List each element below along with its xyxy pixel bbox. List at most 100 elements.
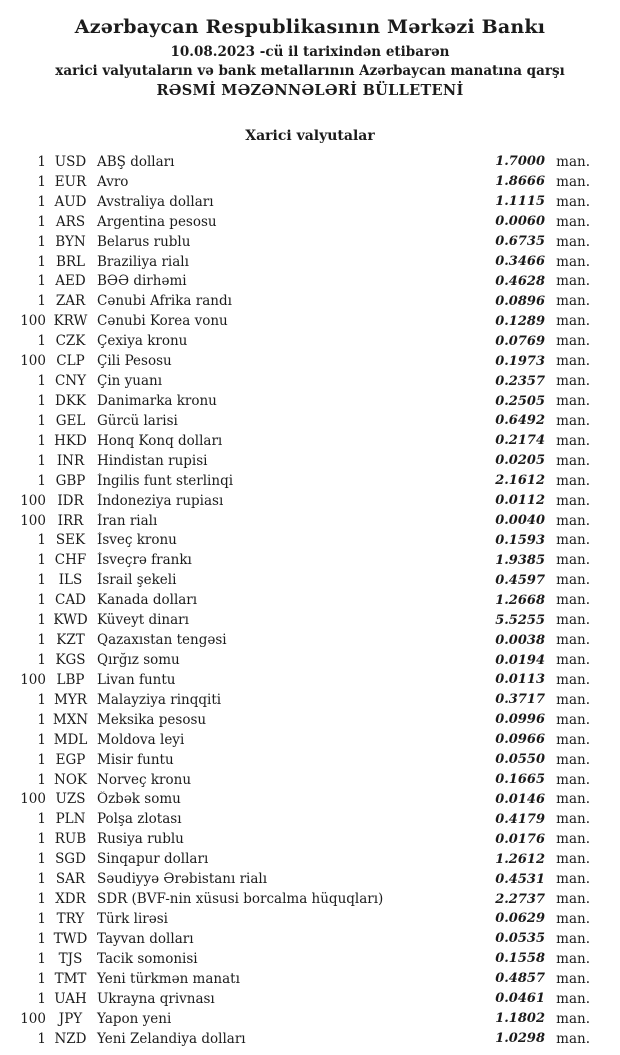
row-quantity: 1	[37, 412, 46, 429]
unit-label: man.	[556, 711, 590, 728]
currency-code: EGP	[55, 751, 86, 768]
currency-code: IDR	[57, 492, 84, 509]
currency-name: Yeni Zelandiya dolları	[97, 1030, 246, 1047]
unit-label: man.	[556, 771, 590, 788]
rate-value: 0.4597	[495, 572, 545, 588]
table-row: 1 TJS Tacik somonisi 0.1558 man.	[0, 949, 620, 969]
currency-code: ARS	[55, 213, 86, 230]
unit-label: man.	[556, 153, 590, 170]
rate-value: 0.0113	[495, 672, 545, 688]
rate-value: 0.2174	[495, 433, 545, 449]
currency-code: IRR	[57, 512, 84, 529]
row-quantity: 1	[37, 472, 46, 489]
currency-name: Çexiya kronu	[97, 333, 188, 350]
currency-code: KWD	[53, 612, 88, 629]
currency-name: İsveç kronu	[97, 532, 177, 549]
unit-label: man.	[556, 791, 590, 808]
unit-label: man.	[556, 691, 590, 708]
rate-value: 0.4531	[495, 871, 545, 887]
currency-name: Rusiya rublu	[97, 831, 184, 848]
table-row: 1 RUB Rusiya rublu 0.0176 man.	[0, 829, 620, 849]
row-quantity: 1	[37, 831, 46, 848]
currency-code: TMT	[54, 970, 87, 987]
currency-code: CNY	[54, 373, 87, 390]
row-quantity: 1	[37, 851, 46, 868]
unit-label: man.	[556, 373, 590, 390]
rate-value: 0.0040	[495, 513, 545, 529]
currency-code: SEK	[55, 532, 86, 549]
currency-name: Moldova leyi	[97, 731, 185, 748]
currency-code: XDR	[55, 891, 86, 908]
table-row: 100 IDR İndoneziya rupiası 0.0112 man.	[0, 491, 620, 511]
currency-name: Çin yuanı	[97, 373, 163, 390]
rate-value: 0.0550	[495, 752, 545, 768]
currency-name: Norveç kronu	[97, 771, 192, 788]
currency-name: Avstraliya dolları	[97, 193, 214, 210]
unit-label: man.	[556, 970, 590, 987]
rate-value: 0.6492	[495, 413, 545, 429]
currency-code: NOK	[54, 771, 87, 788]
unit-label: man.	[556, 472, 590, 489]
table-row: 1 CZK Çexiya kronu 0.0769 man.	[0, 331, 620, 351]
bulletin-subtitle: xarici valyutaların və bank metallarının…	[55, 63, 565, 79]
currency-name: İngilis funt sterlinqi	[97, 472, 234, 489]
currency-code: UAH	[54, 990, 87, 1007]
currency-code: MDL	[53, 731, 88, 748]
currency-code: PLN	[55, 811, 86, 828]
currency-name: Tayvan dolları	[97, 930, 194, 947]
table-row: 1 MDL Moldova leyi 0.0966 man.	[0, 730, 620, 750]
row-quantity: 1	[37, 950, 46, 967]
row-quantity: 1	[37, 213, 46, 230]
rate-value: 0.0996	[495, 712, 545, 728]
row-quantity: 1	[37, 373, 46, 390]
unit-label: man.	[556, 652, 590, 668]
unit-label: man.	[556, 671, 590, 688]
table-row: 1 ZAR Cənubi Afrika randı 0.0896 man.	[0, 291, 620, 311]
currency-name: Özbək somu	[97, 791, 181, 808]
row-quantity: 1	[37, 173, 46, 190]
currency-name: Danimarka kronu	[97, 393, 217, 410]
table-row: 1 CNY Çin yuanı 0.2357 man.	[0, 371, 620, 391]
rate-value: 0.0146	[495, 791, 545, 807]
currency-code: GEL	[55, 412, 86, 429]
unit-label: man.	[556, 333, 590, 350]
rate-value: 0.0112	[495, 493, 545, 509]
table-row: 1 KWD Küveyt dinarı 5.5255 man.	[0, 610, 620, 630]
rate-value: 0.3466	[495, 254, 545, 270]
currency-name: Yeni türkmən manatı	[97, 970, 240, 987]
rate-value: 0.0896	[495, 293, 545, 309]
row-quantity: 1	[37, 193, 46, 210]
unit-label: man.	[556, 990, 590, 1007]
currency-name: İran rialı	[97, 512, 158, 529]
unit-label: man.	[556, 592, 590, 609]
currency-code: CAD	[55, 592, 86, 609]
rate-value: 0.1973	[495, 353, 545, 369]
rate-value: 0.2357	[495, 373, 545, 389]
currency-code: ZAR	[55, 293, 86, 310]
unit-label: man.	[556, 731, 590, 748]
currency-name: Kanada dolları	[97, 592, 198, 609]
row-quantity: 1	[37, 691, 46, 708]
row-quantity: 1	[37, 910, 46, 927]
row-quantity: 1	[37, 273, 46, 290]
row-quantity: 1	[37, 592, 46, 609]
rate-value: 0.0060	[495, 214, 545, 230]
unit-label: man.	[556, 572, 590, 589]
rate-value: 0.0194	[495, 652, 545, 668]
currency-code: RUB	[54, 831, 87, 848]
currency-name: Qazaxıstan tengəsi	[97, 632, 227, 649]
bulletin-header: Azərbaycan Respublikasının Mərkəzi Bankı…	[0, 0, 620, 99]
unit-label: man.	[556, 532, 590, 549]
table-row: 1 TRY Türk lirəsi 0.0629 man.	[0, 909, 620, 929]
unit-label: man.	[556, 1030, 590, 1047]
unit-label: man.	[556, 173, 590, 190]
currency-name: Belarus rublu	[97, 233, 191, 250]
currency-code: AUD	[54, 193, 87, 210]
table-row: 1 GEL Gürcü larisi 0.6492 man.	[0, 411, 620, 431]
currency-code: LBP	[56, 671, 85, 688]
rate-value: 1.0298	[495, 1031, 545, 1047]
rate-value: 0.3717	[495, 692, 545, 708]
currency-code: KRW	[53, 313, 88, 330]
row-quantity: 1	[37, 990, 46, 1007]
